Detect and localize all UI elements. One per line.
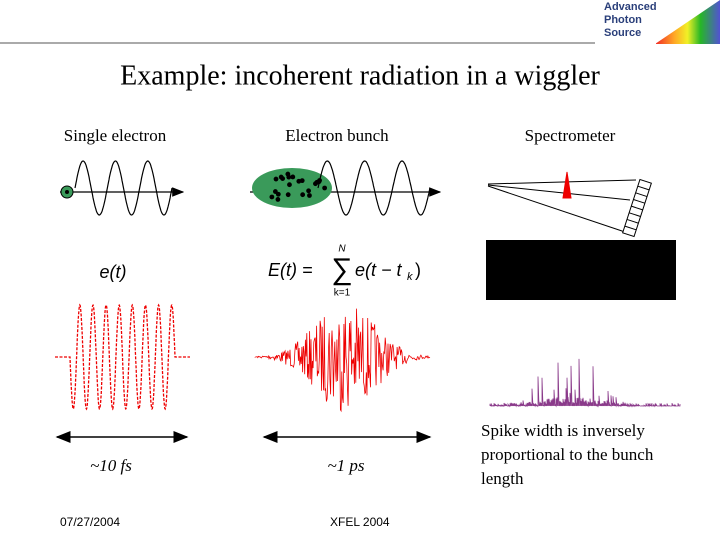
formula-body: e(t − t bbox=[355, 260, 403, 280]
bunch-electron bbox=[269, 194, 275, 200]
bunch-electron bbox=[273, 176, 279, 182]
bunch-electrons bbox=[269, 171, 328, 202]
formula-sub: k bbox=[407, 271, 413, 283]
wiggler-trajectory bbox=[317, 160, 431, 216]
logo-text: Advanced bbox=[604, 1, 657, 13]
slit bbox=[562, 171, 572, 199]
bunch-electron bbox=[275, 197, 281, 202]
spectrum bbox=[489, 358, 681, 408]
formula-lower: k=1 bbox=[334, 288, 351, 299]
bunch-electron bbox=[300, 192, 306, 198]
ray bbox=[487, 185, 626, 233]
electron-core bbox=[65, 190, 69, 194]
note-line: length bbox=[481, 469, 524, 488]
ray bbox=[487, 184, 631, 201]
electron-bunch bbox=[252, 168, 332, 208]
spectrometer bbox=[487, 171, 652, 238]
bunch-electron bbox=[307, 193, 312, 198]
bunch-waveform bbox=[254, 308, 431, 413]
duration-label: ~1 ps bbox=[327, 456, 364, 475]
bunch-electron bbox=[313, 181, 318, 187]
column-header: Single electron bbox=[64, 126, 167, 145]
single-waveform bbox=[55, 303, 190, 411]
slide-title: Example: incoherent radiation in a wiggl… bbox=[120, 60, 600, 91]
bunch-electron bbox=[272, 189, 278, 194]
footer-date: 07/27/2004 bbox=[60, 515, 120, 529]
column-header: Electron bunch bbox=[285, 126, 389, 145]
detector-image bbox=[486, 240, 676, 300]
bunch-electron bbox=[285, 192, 291, 198]
footer-event: XFEL 2004 bbox=[330, 515, 390, 529]
wiggler-trajectory bbox=[74, 160, 173, 216]
bunch-electron bbox=[290, 174, 296, 180]
bunch-electron bbox=[287, 182, 292, 188]
ray bbox=[487, 179, 637, 185]
bunch-electron bbox=[306, 188, 311, 194]
grating bbox=[622, 178, 652, 238]
column-header: Spectrometer bbox=[525, 126, 616, 145]
field-label: e(t) bbox=[100, 262, 127, 282]
logo-back bbox=[598, 0, 656, 44]
logo-rainbow bbox=[655, 0, 720, 44]
formula-lhs: E(t) = bbox=[268, 260, 313, 280]
logo-text: Photon bbox=[604, 14, 642, 26]
formula-sigma: ∑ bbox=[331, 253, 352, 286]
formula-close: ) bbox=[415, 260, 421, 280]
bunch-electron bbox=[280, 176, 286, 182]
formula-upper: N bbox=[338, 244, 346, 255]
duration-label: ~10 fs bbox=[90, 456, 132, 475]
note-line: Spike width is inversely bbox=[481, 421, 645, 440]
formula: E(t) = ∑ N k=1 e(t − t k ) bbox=[268, 244, 421, 299]
note-line: proportional to the bunch bbox=[481, 445, 654, 464]
bunch-electron bbox=[299, 178, 305, 184]
bunch-electron bbox=[322, 185, 328, 191]
logo: Advanced Photon Source bbox=[598, 0, 720, 44]
logo-text: Source bbox=[604, 27, 641, 39]
bunch-electron bbox=[285, 171, 291, 177]
